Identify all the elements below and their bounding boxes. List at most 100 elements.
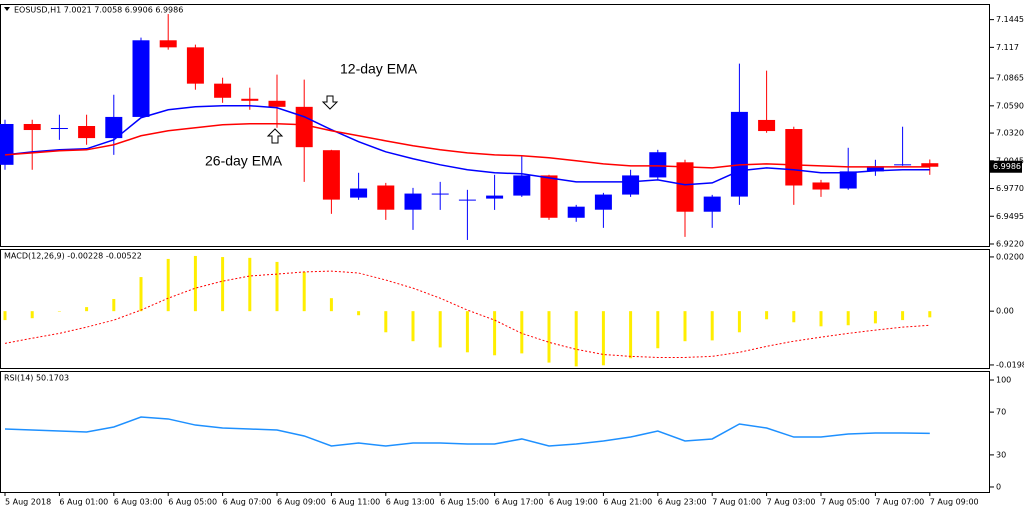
candle-body [676,162,694,212]
candle-body [241,98,259,101]
histogram-bar [85,307,89,312]
histogram-bar [901,311,905,321]
candle-body [894,164,912,166]
y-tick-label: -0.01987 [996,360,1024,369]
x-tick-label: 6 Aug 23:00 [658,498,707,507]
candle-body [594,194,612,210]
candle-body [431,193,449,195]
candle-body [404,193,422,210]
y-tick-label: 7.0320 [996,129,1024,138]
x-tick-label: 6 Aug 05:00 [168,498,217,507]
y-tick-label: 6.9220 [996,239,1024,248]
x-tick-label: 6 Aug 11:00 [331,498,380,507]
candle-body [567,206,585,218]
x-tick-label: 6 Aug 19:00 [549,498,598,507]
candle-body [268,100,286,107]
candle-body [703,196,721,212]
candle-body [0,123,14,165]
histogram-bar [3,311,7,321]
histogram-bar [819,311,823,327]
histogram-bar [737,311,741,333]
x-tick-label: 6 Aug 17:00 [495,498,544,507]
histogram-bar [302,271,306,312]
signal-line [4,270,930,358]
last-price-label: 6.9986 [993,162,1021,171]
histogram-bar [357,311,361,316]
histogram-bar [112,298,116,312]
candle-body [540,175,558,218]
y-tick-label: 0 [996,482,1001,491]
candle-body [812,182,830,190]
annotation: 26-day EMA [205,153,283,169]
histogram-bar [438,311,442,348]
rsi-line [4,416,930,447]
x-tick-label: 6 Aug 13:00 [386,498,435,507]
x-tick-label: 5 Aug 2018 [5,498,51,507]
candle-body [78,126,96,139]
histogram-bar [411,311,415,342]
candle-body [649,152,667,178]
histogram-bar [493,311,497,356]
histogram-bar [248,257,252,312]
x-tick-label: 6 Aug 15:00 [440,498,489,507]
histogram-bar [30,311,34,319]
x-tick-label: 6 Aug 21:00 [603,498,652,507]
y-tick-label: 0.00 [996,307,1014,316]
y-tick-label: 7.117 [996,43,1019,52]
y-tick-label: 30 [996,450,1006,459]
candle-body [458,199,476,201]
histogram-bar [275,261,279,312]
x-tick-label: 7 Aug 01:00 [712,498,761,507]
candle-body [839,171,857,189]
histogram-bar [384,311,388,333]
x-tick-label: 7 Aug 07:00 [875,498,924,507]
candle-body [866,166,884,172]
histogram-bar [656,311,660,349]
candle-body [214,83,232,98]
histogram-bar [221,257,225,312]
ema-line [4,104,930,186]
histogram-bar [928,311,932,318]
y-tick-label: 70 [996,408,1006,417]
candle-body [350,188,368,198]
price-title: EOSUSD,H1 7.0021 7.0058 6.9906 6.9986 [14,6,183,15]
candle-body [23,123,41,131]
candle-body [159,40,177,48]
candle-body [758,119,776,132]
histogram-bar [547,311,551,363]
menu-icon [4,7,10,11]
x-tick-label: 6 Aug 01:00 [59,498,108,507]
x-tick-label: 7 Aug 05:00 [821,498,870,507]
candle-body [132,40,150,117]
x-tick-label: 6 Aug 09:00 [277,498,326,507]
down-arrow [321,95,339,110]
histogram-bar [574,311,578,367]
candle-body [921,163,939,167]
annotation: 12-day EMA [340,61,418,77]
last-price-tag [990,160,1022,173]
candle-body [186,47,204,84]
candle-body [105,116,123,139]
histogram-bar [193,255,197,312]
x-tick-label: 7 Aug 03:00 [767,498,816,507]
histogram-bar [601,311,605,366]
y-tick-label: 6.9495 [996,212,1024,221]
y-tick-label: 7.0590 [996,101,1024,110]
candle-body [785,129,803,186]
candle-body [377,185,395,210]
y-tick-label: 0.02004 [996,252,1024,261]
x-tick-label: 7 Aug 09:00 [930,498,979,507]
y-tick-label: 100 [996,376,1011,385]
histogram-bar [520,311,524,354]
up-arrow [266,128,284,144]
ema-line [4,123,930,169]
x-tick-label: 6 Aug 07:00 [223,498,272,507]
y-tick-label: 7.0865 [996,74,1024,83]
histogram-bar [792,311,796,323]
x-tick-label: 6 Aug 03:00 [114,498,163,507]
candle-body [295,106,313,148]
histogram-bar [765,311,769,320]
candle-body [322,150,340,200]
